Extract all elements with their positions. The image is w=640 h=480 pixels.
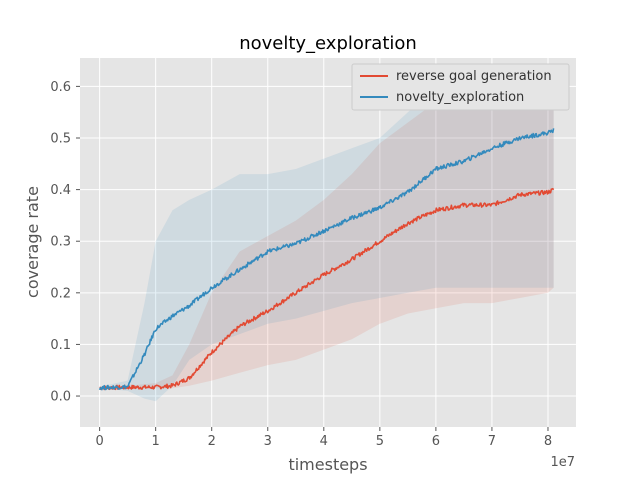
line-novelty-exploration	[98, 128, 555, 391]
chart-title: novelty_exploration	[239, 33, 417, 54]
y-tick-label: 0.5	[50, 131, 71, 146]
x-tick-label: 6	[432, 434, 440, 449]
y-axis-ticks: 0.0 0.1 0.2 0.3 0.4 0.5 0.6	[50, 80, 80, 405]
x-tick-label: 1	[152, 434, 160, 449]
y-tick-label: 0.3	[50, 235, 71, 250]
x-tick-label: 2	[208, 434, 216, 449]
x-tick-label: 3	[264, 434, 272, 449]
confidence-bands	[99, 76, 554, 402]
plot-area	[80, 58, 576, 427]
line-reverse-goal-generation	[99, 187, 555, 391]
legend-box	[351, 63, 570, 111]
x-axis-ticks: 0 1 2 3 4 5 6 7 8	[95, 427, 552, 449]
legend-label-reverse-goal-generation: reverse goal generation	[396, 69, 552, 84]
x-tick-label: 7	[488, 434, 496, 449]
y-tick-label: 0.0	[50, 390, 71, 405]
y-tick-label: 0.4	[50, 183, 71, 198]
x-tick-label: 5	[376, 434, 384, 449]
y-tick-label: 0.6	[50, 80, 71, 95]
legend-label-novelty-exploration: novelty_exploration	[396, 90, 524, 105]
series-lines	[98, 128, 555, 391]
y-axis-label: coverage rate	[23, 186, 42, 298]
x-tick-label: 0	[95, 434, 103, 449]
y-tick-label: 0.2	[50, 286, 71, 301]
x-axis-label: timesteps	[288, 455, 367, 474]
x-tick-label: 4	[320, 434, 328, 449]
legend: reverse goal generation novelty_explorat…	[351, 63, 570, 111]
band-novelty-exploration	[99, 76, 554, 402]
x-tick-label: 8	[544, 434, 552, 449]
band-reverse-goal-generation	[99, 81, 554, 389]
x-axis-offset-label: 1e7	[550, 455, 575, 470]
y-tick-label: 0.1	[50, 338, 71, 353]
